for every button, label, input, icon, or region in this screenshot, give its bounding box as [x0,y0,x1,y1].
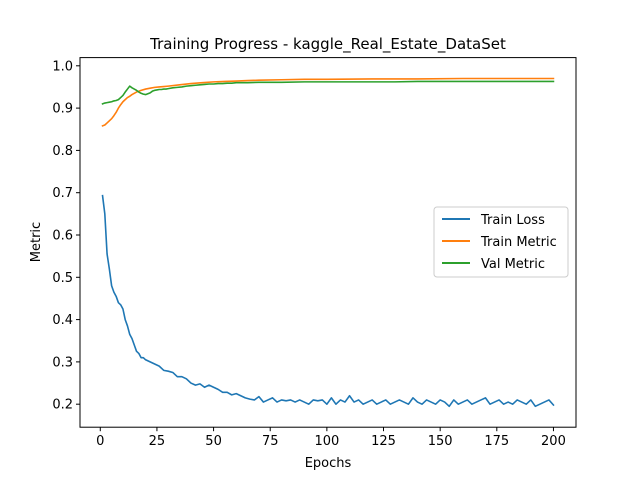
x-tick-label: 200 [541,434,566,449]
legend-label-train-metric: Train Metric [480,235,557,250]
plot-area-frame [79,57,577,428]
x-tick-label: 150 [428,434,453,449]
y-tick-label: 0.6 [52,228,73,243]
legend-frame [433,206,569,278]
chart-title: Training Progress - kaggle_Real_Estate_D… [149,35,506,54]
y-tick-label: 0.3 [52,355,73,370]
x-axis-label: Epochs [305,456,352,471]
y-tick-label: 0.2 [52,398,73,413]
y-tick-label: 1.0 [52,59,73,74]
x-tick-label: 175 [484,434,509,449]
x-tick-label: 50 [205,434,222,449]
legend-label-val-metric: Val Metric [481,257,545,272]
series-layer [101,77,555,408]
y-tick-label: 0.8 [52,144,73,159]
y-tick-label: 0.5 [52,271,73,286]
x-tick-label: 0 [96,434,104,449]
legend-label-train-loss: Train Loss [480,213,545,228]
x-tick-label: 125 [371,434,396,449]
y-tick-label: 0.9 [52,102,73,117]
x-axis-ticks: 0 25 50 75 100 125 150 175 200 [96,427,566,449]
x-tick-label: 100 [314,434,339,449]
series-line-train-metric [101,77,555,127]
series-line-train-loss [101,194,555,408]
x-tick-label: 25 [149,434,166,449]
y-tick-label: 0.7 [52,186,73,201]
series-line-val-metric [101,80,555,105]
y-tick-label: 0.4 [52,313,73,328]
y-axis-label: Metric [29,222,44,262]
x-tick-label: 75 [262,434,279,449]
y-axis-ticks: 0.2 0.3 0.4 0.5 0.6 0.7 0.8 0.9 1.0 [52,59,80,413]
legend: Train Loss Train Metric Val Metric [433,206,569,278]
